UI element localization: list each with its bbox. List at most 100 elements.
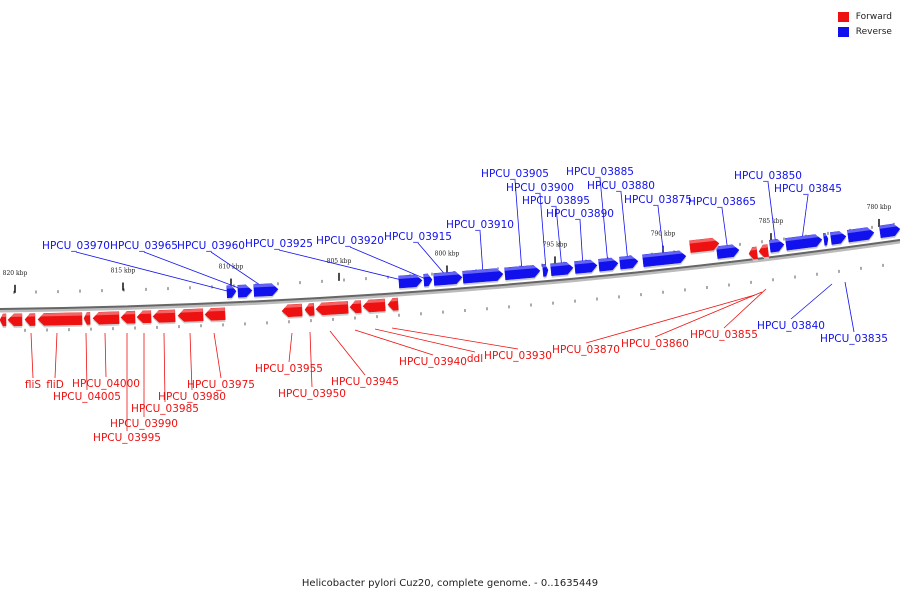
leader-line — [354, 329, 434, 356]
leader-line — [657, 205, 665, 259]
reverse-gene-arrow — [423, 273, 433, 289]
gene-label: HPCU_03960 — [177, 240, 245, 252]
leader-line — [767, 181, 777, 247]
reverse-gene-arrow — [574, 259, 598, 276]
gene-label: HPCU_03930 — [484, 350, 552, 362]
forward-gene-arrow — [152, 309, 176, 325]
forward-swatch — [837, 11, 849, 22]
forward-gene-arrow — [748, 246, 758, 262]
leader-line — [723, 288, 767, 329]
gene-label: HPCU_03945 — [331, 376, 399, 388]
leader-line — [213, 332, 222, 379]
leader-line — [721, 207, 729, 253]
legend-reverse-label: Reverse — [855, 26, 892, 37]
reverse-gene-arrow — [462, 268, 504, 286]
reverse-gene-arrow — [253, 283, 279, 299]
leader-line — [844, 281, 855, 333]
forward-gene-arrow — [0, 313, 7, 328]
leader-line — [163, 332, 166, 403]
reverse-gene-arrow — [504, 265, 541, 282]
gene-label: HPCU_03920 — [316, 235, 384, 247]
legend-reverse: Reverse — [837, 24, 892, 39]
forward-gene-arrow — [758, 244, 769, 259]
kbp-label: 800 kbp — [435, 250, 460, 257]
reverse-gene-arrow — [822, 232, 829, 248]
leader-line — [54, 332, 58, 379]
reverse-gene-arrow — [769, 239, 785, 255]
leader-line — [374, 328, 476, 353]
leader-line — [620, 191, 629, 264]
gene-label: HPCU_04005 — [53, 391, 121, 403]
gene-label: HPCU_03835 — [820, 333, 888, 345]
reverse-gene-arrow — [619, 255, 639, 272]
gene-label: HPCU_03950 — [278, 388, 346, 400]
reverse-gene-arrow — [785, 234, 823, 253]
kbp-label: 785 kbp — [759, 218, 784, 225]
leader-line — [479, 230, 484, 275]
reverse-swatch — [837, 26, 849, 37]
gene-label: HPCU_03850 — [734, 170, 802, 182]
leader-line — [30, 332, 34, 379]
forward-gene-arrow — [349, 300, 362, 315]
leader-line — [514, 179, 523, 273]
kbp-label: 790 kbp — [651, 231, 676, 238]
gene-label: HPCU_03985 — [131, 403, 199, 415]
forward-gene-arrow — [83, 312, 91, 327]
forward-gene-arrow — [304, 303, 315, 318]
gene-label: HPCU_03865 — [688, 196, 756, 208]
reverse-gene-arrow — [829, 231, 847, 247]
gene-label: HPCU_03875 — [624, 194, 692, 206]
forward-gene-arrow — [24, 313, 36, 328]
reverse-gene-arrow — [398, 274, 423, 290]
forward-gene-arrow — [92, 311, 120, 327]
forward-gene-arrow — [387, 297, 399, 313]
legend: Forward Reverse — [837, 9, 892, 39]
forward-gene-arrow — [689, 237, 720, 255]
reverse-gene-arrow — [716, 244, 740, 261]
leader-line — [143, 251, 245, 291]
leader-line — [210, 251, 267, 290]
forward-gene-arrow — [315, 301, 349, 317]
gene-label: HPCU_03975 — [187, 379, 255, 391]
gene-label: HPCU_03855 — [690, 329, 758, 341]
leader-line — [278, 249, 411, 283]
leader-line — [599, 177, 609, 266]
reverse-gene-arrow — [542, 264, 549, 279]
forward-gene-arrow — [7, 313, 23, 328]
gene-label: HPCU_03915 — [384, 231, 452, 243]
forward-gene-arrow — [362, 298, 386, 314]
legend-forward-label: Forward — [855, 11, 892, 22]
leader-line — [539, 193, 547, 271]
gene-label: HPCU_03990 — [110, 418, 178, 430]
reverse-gene-arrow — [598, 257, 619, 274]
gene-label: HPCU_03885 — [566, 166, 634, 178]
gene-labels: HPCU_03970 HPCU_03965 HPCU_03960 HPCU_03925… — [25, 166, 888, 444]
gene-label: HPCU_03980 — [158, 391, 226, 403]
gene-label: HPCU_03880 — [587, 180, 655, 192]
gene-label: HPCU_03870 — [552, 344, 620, 356]
gene-label: HPCU_03955 — [255, 363, 323, 375]
leader-line — [417, 242, 449, 279]
leader-line — [189, 332, 193, 391]
leader-line — [555, 206, 563, 270]
leader-line — [329, 330, 366, 376]
kbp-label: 810 kbp — [219, 264, 244, 271]
gene-label: HPCU_03845 — [774, 183, 842, 195]
reverse-gene-arrow — [237, 284, 253, 300]
gene-label: HPCU_03840 — [757, 320, 825, 332]
reverse-gene-arrow — [642, 250, 687, 269]
gene-label: HPCU_04000 — [72, 378, 140, 390]
gene-label: HPCU_03940 — [399, 356, 467, 368]
leader-line — [654, 291, 763, 338]
leader-line — [85, 332, 88, 391]
forward-gene-arrow — [136, 310, 152, 325]
leader-line — [391, 327, 519, 350]
leader-line — [75, 251, 232, 293]
leader-line — [349, 246, 429, 281]
genome-backbone — [0, 239, 900, 313]
gene-label: HPCU_03925 — [245, 238, 313, 250]
gene-label: HPCU_03970 — [42, 240, 110, 252]
gene-label: ddl — [467, 353, 483, 365]
gene-label: fliS — [25, 379, 42, 391]
